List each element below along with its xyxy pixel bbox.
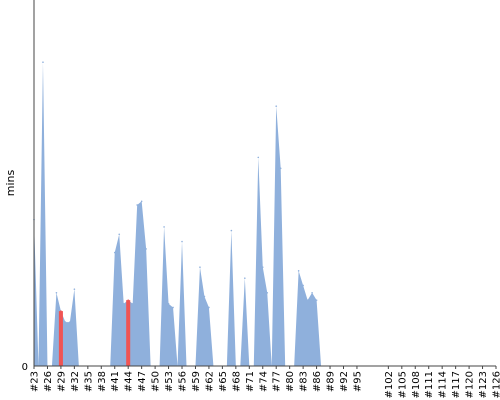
x-tick-label: #89 [326, 371, 337, 392]
x-tick-label: #26 [43, 371, 54, 392]
x-tick-label: #65 [218, 371, 229, 392]
x-tick-label: #117 [451, 371, 462, 398]
x-tick-label: #23 [30, 371, 41, 392]
highlight-bar [126, 300, 131, 366]
data-point [279, 167, 282, 170]
data-point [302, 284, 304, 287]
data-point [172, 306, 174, 309]
x-tick-label: #68 [231, 371, 242, 392]
data-point [208, 306, 210, 309]
x-tick-label: #62 [204, 371, 215, 392]
data-point [64, 321, 67, 323]
x-tick-label: #80 [285, 371, 296, 392]
x-tick-label: #44 [124, 371, 135, 392]
data-point [60, 310, 62, 312]
y-axis-title: mins [4, 169, 17, 196]
data-point [199, 266, 201, 268]
data-point [131, 302, 134, 305]
data-point [315, 299, 318, 301]
x-tick-label: #111 [424, 371, 435, 398]
x-tick-label: #59 [191, 371, 202, 392]
highlight-bar [58, 311, 63, 366]
data-point [244, 277, 246, 279]
x-tick-label: #92 [339, 371, 350, 392]
data-point [127, 299, 129, 301]
x-tick-label: #50 [151, 371, 162, 392]
data-point [261, 266, 264, 268]
data-point [203, 295, 206, 298]
data-point [297, 270, 300, 272]
x-tick-label: #53 [164, 371, 175, 392]
marks-layer [33, 61, 496, 366]
data-point [306, 299, 309, 301]
data-point [145, 248, 147, 250]
data-point [181, 240, 183, 243]
x-tick-label: #41 [110, 371, 121, 392]
x-tick-label: #83 [299, 371, 310, 392]
x-tick-label: #105 [397, 371, 408, 398]
x-tick-label: #32 [70, 371, 81, 392]
x-tick-label: #38 [97, 371, 108, 392]
data-point [122, 302, 125, 305]
x-tick-label: #95 [352, 371, 363, 392]
x-tick-label: #123 [478, 371, 489, 398]
data-point [69, 321, 71, 323]
x-tick-label: #71 [245, 371, 256, 392]
data-point [55, 292, 58, 294]
data-point [230, 229, 233, 232]
x-tick-label: #86 [312, 371, 323, 392]
x-tick-label: #29 [56, 371, 67, 392]
x-tick-label: #108 [411, 371, 422, 398]
data-point [167, 302, 170, 305]
data-point [311, 292, 313, 294]
x-tick-label: #47 [137, 371, 148, 392]
data-point [266, 292, 269, 294]
series-area [34, 62, 496, 366]
data-point [257, 156, 260, 159]
data-point [163, 226, 165, 228]
x-tick-label: #77 [272, 371, 283, 392]
x-tick-label: #114 [438, 371, 449, 398]
x-tick-label: #102 [384, 371, 395, 398]
data-point [42, 61, 44, 64]
data-point [118, 233, 121, 236]
data-point [136, 204, 138, 206]
x-ticks-layer: #23 #26 #29 #32 #35 #38 #41 #44 #47 #50 #53 #56 #59 #… [30, 366, 500, 398]
x-tick-label: #35 [83, 371, 94, 392]
x-tick-label: #126 [492, 371, 500, 398]
data-point [140, 200, 143, 203]
x-tick-label: #74 [258, 371, 269, 392]
data-point [113, 251, 116, 254]
x-tick-label: #56 [178, 371, 189, 392]
y-tick-label: 0 [22, 362, 28, 373]
data-point [73, 288, 76, 290]
data-point [275, 105, 278, 107]
x-tick-label: #120 [465, 371, 476, 398]
